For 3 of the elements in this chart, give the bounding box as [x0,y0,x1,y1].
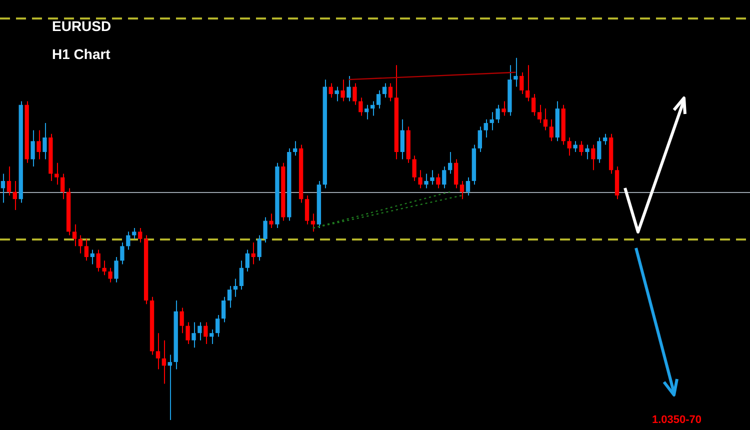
chart-title: EURUSD [52,18,112,34]
text: 1.0350-70 [652,414,702,426]
chart-subtitle: H1 Chart [52,46,110,62]
